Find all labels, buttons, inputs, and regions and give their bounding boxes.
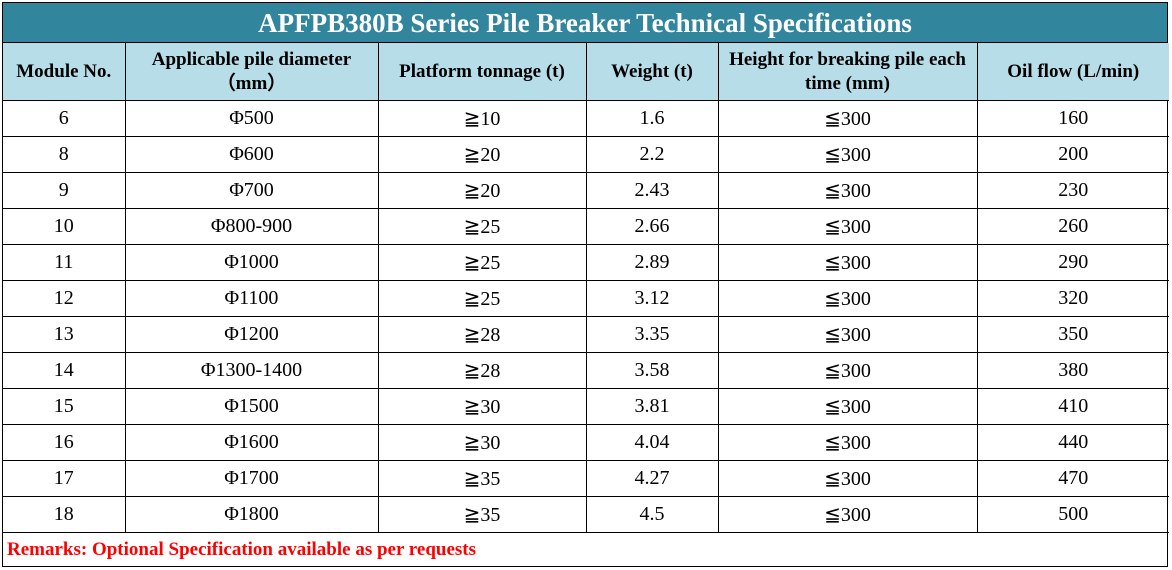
pile-diameter-cell: Φ1800 xyxy=(124,496,379,533)
oil-flow-cell: 440 xyxy=(976,424,1169,461)
oil-flow-cell: 320 xyxy=(976,280,1169,317)
header-oil-flow: Oil flow (L/min) xyxy=(976,43,1169,101)
oil-flow-cell: 160 xyxy=(976,100,1169,137)
module-no-cell: 15 xyxy=(3,388,126,425)
spec-table-body: 6 Φ500 ≧10 1.6 ≦300 160 8 Φ600 ≧20 2.2 ≦300 200 9 Φ70… xyxy=(3,100,1169,533)
pile-diameter-cell: Φ1200 xyxy=(124,316,379,353)
oil-flow-cell: 410 xyxy=(976,388,1169,425)
header-platform-tonnage: Platform tonnage (t) xyxy=(377,43,587,101)
platform-tonnage-cell: ≧25 xyxy=(377,208,587,245)
header-pile-diameter: Applicable pile diameter （mm） xyxy=(124,43,379,101)
oil-flow-cell: 290 xyxy=(976,244,1169,281)
header-module-no: Module No. xyxy=(3,43,126,101)
pile-diameter-cell: Φ1100 xyxy=(124,280,379,317)
platform-tonnage-cell: ≧20 xyxy=(377,172,587,209)
platform-tonnage-cell: ≧30 xyxy=(377,388,587,425)
module-no-cell: 14 xyxy=(3,352,126,389)
weight-cell: 3.12 xyxy=(585,280,719,317)
weight-cell: 3.58 xyxy=(585,352,719,389)
platform-tonnage-cell: ≧25 xyxy=(377,244,587,281)
table-row: 12 Φ1100 ≧25 3.12 ≦300 320 xyxy=(3,280,1169,317)
table-row: 9 Φ700 ≧20 2.43 ≦300 230 xyxy=(3,172,1169,209)
platform-tonnage-cell: ≧28 xyxy=(377,352,587,389)
breaking-height-cell: ≦300 xyxy=(717,460,978,497)
module-no-cell: 10 xyxy=(3,208,126,245)
breaking-height-cell: ≦300 xyxy=(717,316,978,353)
weight-cell: 4.27 xyxy=(585,460,719,497)
oil-flow-cell: 500 xyxy=(976,496,1169,533)
pile-diameter-cell: Φ1300-1400 xyxy=(124,352,379,389)
platform-tonnage-cell: ≧30 xyxy=(377,424,587,461)
pile-diameter-cell: Φ1700 xyxy=(124,460,379,497)
spec-table: Module No. Applicable pile diameter （mm）… xyxy=(3,43,1169,533)
breaking-height-cell: ≦300 xyxy=(717,172,978,209)
breaking-height-cell: ≦300 xyxy=(717,280,978,317)
pile-diameter-cell: Φ1500 xyxy=(124,388,379,425)
pile-diameter-cell: Φ600 xyxy=(124,136,379,173)
breaking-height-cell: ≦300 xyxy=(717,136,978,173)
pile-diameter-cell: Φ1600 xyxy=(124,424,379,461)
weight-cell: 2.89 xyxy=(585,244,719,281)
weight-cell: 3.81 xyxy=(585,388,719,425)
platform-tonnage-cell: ≧35 xyxy=(377,496,587,533)
header-row: Module No. Applicable pile diameter （mm）… xyxy=(3,43,1169,101)
table-title: APFPB380B Series Pile Breaker Technical … xyxy=(3,3,1167,43)
table-row: 6 Φ500 ≧10 1.6 ≦300 160 xyxy=(3,100,1169,137)
breaking-height-cell: ≦300 xyxy=(717,388,978,425)
breaking-height-cell: ≦300 xyxy=(717,496,978,533)
breaking-height-cell: ≦300 xyxy=(717,208,978,245)
breaking-height-cell: ≦300 xyxy=(717,352,978,389)
oil-flow-cell: 200 xyxy=(976,136,1169,173)
module-no-cell: 16 xyxy=(3,424,126,461)
table-row: 17 Φ1700 ≧35 4.27 ≦300 470 xyxy=(3,460,1169,497)
oil-flow-cell: 350 xyxy=(976,316,1169,353)
breaking-height-cell: ≦300 xyxy=(717,424,978,461)
table-row: 13 Φ1200 ≧28 3.35 ≦300 350 xyxy=(3,316,1169,353)
table-row: 16 Φ1600 ≧30 4.04 ≦300 440 xyxy=(3,424,1169,461)
table-row: 18 Φ1800 ≧35 4.5 ≦300 500 xyxy=(3,496,1169,533)
module-no-cell: 11 xyxy=(3,244,126,281)
weight-cell: 1.6 xyxy=(585,100,719,137)
module-no-cell: 13 xyxy=(3,316,126,353)
oil-flow-cell: 260 xyxy=(976,208,1169,245)
breaking-height-cell: ≦300 xyxy=(717,244,978,281)
pile-diameter-cell: Φ1000 xyxy=(124,244,379,281)
weight-cell: 2.2 xyxy=(585,136,719,173)
oil-flow-cell: 380 xyxy=(976,352,1169,389)
oil-flow-cell: 470 xyxy=(976,460,1169,497)
pile-diameter-cell: Φ800-900 xyxy=(124,208,379,245)
table-row: 14 Φ1300-1400 ≧28 3.58 ≦300 380 xyxy=(3,352,1169,389)
header-breaking-height: Height for breaking pile each time (mm) xyxy=(717,43,978,101)
pile-diameter-cell: Φ500 xyxy=(124,100,379,137)
module-no-cell: 17 xyxy=(3,460,126,497)
table-row: 8 Φ600 ≧20 2.2 ≦300 200 xyxy=(3,136,1169,173)
platform-tonnage-cell: ≧35 xyxy=(377,460,587,497)
platform-tonnage-cell: ≧10 xyxy=(377,100,587,137)
platform-tonnage-cell: ≧20 xyxy=(377,136,587,173)
module-no-cell: 6 xyxy=(3,100,126,137)
module-no-cell: 18 xyxy=(3,496,126,533)
module-no-cell: 8 xyxy=(3,136,126,173)
oil-flow-cell: 230 xyxy=(976,172,1169,209)
pile-diameter-cell: Φ700 xyxy=(124,172,379,209)
header-weight: Weight (t) xyxy=(585,43,719,101)
table-row: 11 Φ1000 ≧25 2.89 ≦300 290 xyxy=(3,244,1169,281)
weight-cell: 3.35 xyxy=(585,316,719,353)
table-row: 10 Φ800-900 ≧25 2.66 ≦300 260 xyxy=(3,208,1169,245)
weight-cell: 4.04 xyxy=(585,424,719,461)
weight-cell: 4.5 xyxy=(585,496,719,533)
table-row: 15 Φ1500 ≧30 3.81 ≦300 410 xyxy=(3,388,1169,425)
platform-tonnage-cell: ≧25 xyxy=(377,280,587,317)
module-no-cell: 12 xyxy=(3,280,126,317)
weight-cell: 2.43 xyxy=(585,172,719,209)
platform-tonnage-cell: ≧28 xyxy=(377,316,587,353)
remarks-note: Remarks: Optional Specification availabl… xyxy=(7,539,477,560)
breaking-height-cell: ≦300 xyxy=(717,100,978,137)
weight-cell: 2.66 xyxy=(585,208,719,245)
module-no-cell: 9 xyxy=(3,172,126,209)
